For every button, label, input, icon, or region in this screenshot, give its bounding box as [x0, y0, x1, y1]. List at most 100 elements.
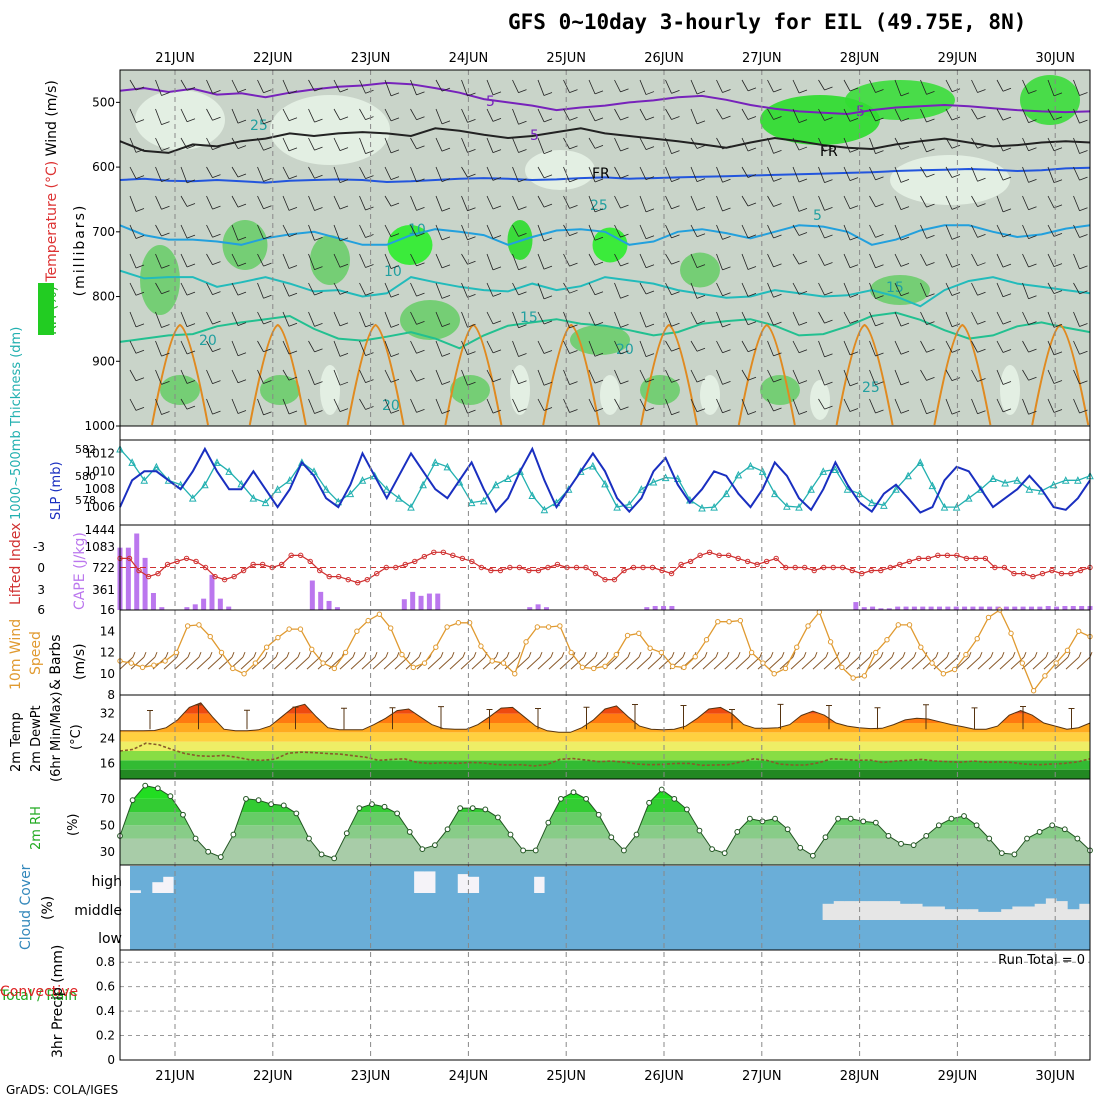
wind-barb [129, 398, 145, 411]
minmax-bar [195, 704, 202, 730]
cloud-bar [967, 920, 979, 950]
data-point [706, 549, 713, 556]
tick-label: 582 [75, 443, 96, 456]
data-point [637, 485, 646, 493]
cape-bar [853, 602, 859, 610]
cloud-bar [509, 920, 522, 950]
wind-barb [282, 398, 298, 415]
wind-barb [920, 282, 935, 298]
cloud-bar [353, 920, 365, 950]
cloud-bar [1023, 893, 1035, 907]
data-point [184, 623, 191, 629]
data-point [1011, 851, 1018, 858]
cloud-bar [970, 866, 982, 893]
day-label-bottom: 25JUN [546, 1069, 586, 1084]
wind-barb [359, 166, 374, 179]
cloud-bar [817, 866, 829, 893]
data-point [355, 579, 361, 586]
wind-barb [920, 224, 935, 239]
data-point [450, 552, 456, 559]
data-point [725, 552, 732, 559]
cape-bar [1054, 606, 1060, 610]
cloud-bar [487, 893, 499, 920]
data-point [827, 639, 834, 645]
cloud-bar [621, 893, 633, 920]
wind-barb [1073, 108, 1088, 124]
cloud-bar [413, 866, 426, 872]
data-point [935, 822, 942, 829]
cloud-bar [1068, 866, 1080, 893]
wind-barb [971, 253, 986, 267]
cloud-bar [130, 866, 142, 891]
wind-barb [767, 253, 782, 268]
wind-barb [713, 651, 730, 670]
wind-barb [945, 224, 961, 240]
wind-barb [658, 651, 675, 670]
cloud-bar [850, 866, 862, 893]
data-point [763, 558, 770, 565]
data-point [478, 564, 485, 571]
cloud-cover-panel: high middle low Cloud Cover (%) [18, 864, 1091, 950]
wind-barb [818, 253, 833, 266]
data-point [592, 570, 599, 577]
wind-barb [955, 651, 972, 670]
contour-line [119, 311, 1091, 350]
tick-label: 1083 [84, 540, 115, 554]
wind-barb [818, 166, 833, 183]
data-point [255, 797, 262, 804]
cloud-bar [511, 866, 524, 893]
wind-barb [945, 369, 961, 382]
wind-barb [206, 398, 221, 415]
cape-bar [861, 607, 867, 610]
cloud-bar [1067, 920, 1080, 950]
data-point [746, 815, 753, 822]
data-point [1020, 570, 1027, 577]
wind-barb [818, 79, 833, 91]
cloud-bar [1056, 920, 1069, 950]
wind-barb [537, 79, 553, 96]
data-point [1061, 826, 1068, 833]
wind-barb [410, 137, 425, 150]
cape-bar [928, 606, 934, 610]
wind-barb [486, 79, 502, 96]
contour-line [835, 323, 894, 426]
data-point [218, 649, 225, 656]
wind-barb [333, 398, 349, 412]
wind-barb [435, 340, 451, 357]
wind-barb [486, 166, 502, 181]
data-point [497, 567, 504, 574]
data-point [410, 664, 416, 671]
data-point [678, 561, 684, 568]
wind-barb [486, 398, 502, 414]
wind-barb [690, 369, 706, 383]
wind-barb [257, 282, 272, 299]
cape-bar [209, 574, 215, 610]
cloud-bar [621, 920, 633, 950]
data-point [647, 645, 653, 651]
cloud-bar [708, 866, 720, 893]
wind-barb [768, 651, 785, 670]
wind-barb [999, 651, 1016, 670]
wind-barb [818, 108, 833, 121]
tick-label: 0 [107, 1053, 115, 1067]
data-point [807, 485, 815, 493]
wind-barb [690, 398, 706, 413]
tick-label: 800 [92, 290, 115, 304]
wind-barb [614, 79, 629, 93]
wind-barb [180, 79, 196, 91]
data-point [394, 810, 401, 817]
data-point [611, 576, 618, 583]
minmax-bar [923, 704, 929, 730]
wind-barb [843, 369, 859, 387]
wind-barb [435, 224, 451, 241]
wind-barb [792, 369, 808, 385]
wind-barb [614, 340, 629, 355]
wind-barb [614, 166, 629, 179]
data-point [534, 624, 541, 630]
cloud-bar [457, 866, 469, 875]
wind-barb [767, 195, 782, 207]
wind-barb [945, 79, 961, 93]
contour-line [640, 323, 698, 426]
cloud-bar [228, 866, 240, 893]
wind-barb [155, 398, 170, 415]
